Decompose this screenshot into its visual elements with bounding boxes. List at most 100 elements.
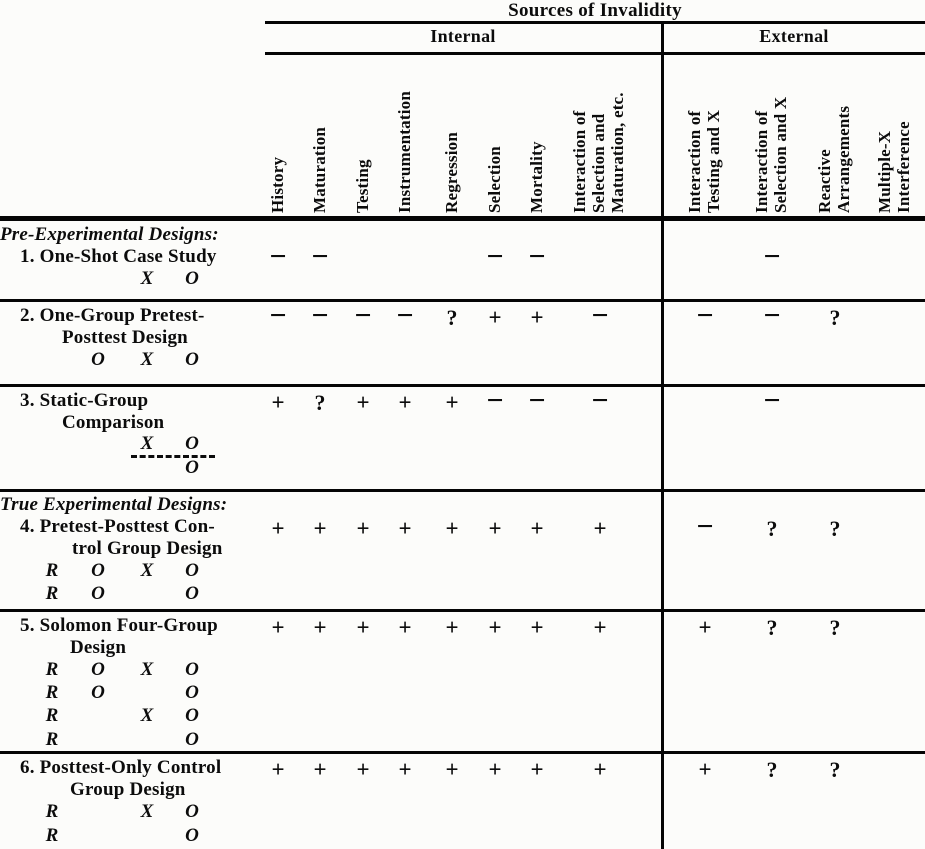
mark-regression: + xyxy=(445,516,459,541)
mark-maturation: + xyxy=(313,516,327,541)
header-bottom-rule xyxy=(0,216,925,221)
mark-interaction_selection_x: − xyxy=(763,299,781,332)
mark-selection: − xyxy=(486,240,504,273)
design-label-line: 4. Pretest-Posttest Con- xyxy=(20,516,215,537)
design-label-line: Design xyxy=(70,637,127,658)
mark-interaction_selection_maturation: + xyxy=(593,757,607,782)
design-label-line: 2. One-Group Pretest- xyxy=(20,305,205,326)
mark-mortality: + xyxy=(530,615,544,640)
mark-interaction_testing_x: − xyxy=(696,510,714,543)
design-notation-symbol: R xyxy=(45,801,59,822)
mark-history: + xyxy=(271,516,285,541)
mark-interaction_selection_maturation: + xyxy=(593,516,607,541)
row-rule-4 xyxy=(0,609,925,612)
design-notation-symbol: O xyxy=(91,349,105,370)
mark-regression: + xyxy=(445,615,459,640)
mark-maturation: + xyxy=(313,615,327,640)
mark-maturation: + xyxy=(313,757,327,782)
mark-interaction_selection_maturation: − xyxy=(591,384,609,417)
mark-reactive_arrangements: ? xyxy=(829,757,841,782)
mark-testing: + xyxy=(356,516,370,541)
design-notation-symbol: X xyxy=(140,705,154,726)
design-label-line: 6. Posttest-Only Control xyxy=(20,757,222,778)
design-notation-symbol: O xyxy=(185,659,199,680)
internal-external-divider xyxy=(661,24,664,849)
row-rule-2 xyxy=(0,384,925,387)
group-header-external: External xyxy=(759,26,829,46)
design-notation-symbol: R xyxy=(45,560,59,581)
mark-reactive_arrangements: ? xyxy=(829,516,841,541)
design-notation-symbol: R xyxy=(45,729,59,750)
mark-instrumentation: + xyxy=(398,615,412,640)
mark-mortality: − xyxy=(528,384,546,417)
design-notation-symbol: O xyxy=(185,825,199,846)
design-notation-symbol: R xyxy=(45,659,59,680)
mark-history: − xyxy=(269,240,287,273)
design-notation-symbol: O xyxy=(185,729,199,750)
design-notation-symbol: O xyxy=(91,560,105,581)
design-notation-symbol: O xyxy=(185,705,199,726)
mark-history: + xyxy=(271,757,285,782)
mark-maturation: − xyxy=(311,240,329,273)
design-notation-symbol: R xyxy=(45,705,59,726)
mark-instrumentation: + xyxy=(398,390,412,415)
mark-reactive_arrangements: ? xyxy=(829,305,841,330)
table-title: Sources of Invalidity xyxy=(508,0,682,21)
design-notation-symbol: X xyxy=(140,433,154,454)
header-mid-rule xyxy=(265,52,925,55)
design-notation-symbol: O xyxy=(185,457,199,478)
mark-mortality: − xyxy=(528,240,546,273)
mark-interaction_selection_maturation: − xyxy=(591,299,609,332)
mark-interaction_selection_x: − xyxy=(763,240,781,273)
design-notation-symbol: X xyxy=(140,801,154,822)
mark-testing: + xyxy=(356,757,370,782)
design-notation-symbol: X xyxy=(140,349,154,370)
mark-interaction_testing_x: + xyxy=(698,757,712,782)
mark-reactive_arrangements: ? xyxy=(829,615,841,640)
design-notation-symbol: R xyxy=(45,583,59,604)
design-notation-symbol: R xyxy=(45,825,59,846)
design-notation-symbol: X xyxy=(140,268,154,289)
design-notation-symbol: X xyxy=(140,560,154,581)
mark-interaction_selection_x: ? xyxy=(766,516,778,541)
mark-selection: − xyxy=(486,384,504,417)
mark-instrumentation: + xyxy=(398,516,412,541)
mark-testing: + xyxy=(356,390,370,415)
mark-regression: + xyxy=(445,757,459,782)
mark-instrumentation: − xyxy=(396,299,414,332)
mark-testing: + xyxy=(356,615,370,640)
design-label-line: 5. Solomon Four-Group xyxy=(20,615,218,636)
mark-instrumentation: + xyxy=(398,757,412,782)
design-notation-symbol: O xyxy=(185,801,199,822)
design-notation-symbol: O xyxy=(91,583,105,604)
mark-selection: + xyxy=(488,305,502,330)
design-notation-symbol: R xyxy=(45,682,59,703)
mark-selection: + xyxy=(488,615,502,640)
mark-interaction_testing_x: + xyxy=(698,615,712,640)
design-label-line: Group Design xyxy=(70,779,186,800)
design-notation-symbol: O xyxy=(185,583,199,604)
design-label-line: 1. One-Shot Case Study xyxy=(20,246,217,267)
group-header-internal: Internal xyxy=(430,26,496,46)
design-notation-symbol: X xyxy=(140,659,154,680)
mark-selection: + xyxy=(488,516,502,541)
nonequivalent-groups-dashed-rule xyxy=(131,455,215,458)
mark-mortality: + xyxy=(530,305,544,330)
mark-maturation: − xyxy=(311,299,329,332)
mark-mortality: + xyxy=(530,516,544,541)
design-notation-symbol: O xyxy=(185,560,199,581)
section-heading: True Experimental Designs: xyxy=(0,494,228,515)
row-rule-1 xyxy=(0,299,925,302)
mark-interaction_testing_x: − xyxy=(696,299,714,332)
mark-interaction_selection_maturation: + xyxy=(593,615,607,640)
section-heading: Pre-Experimental Designs: xyxy=(0,224,219,245)
mark-testing: − xyxy=(354,299,372,332)
mark-interaction_selection_x: ? xyxy=(766,615,778,640)
design-notation-symbol: O xyxy=(91,659,105,680)
row-rule-3 xyxy=(0,489,925,492)
row-rule-5 xyxy=(0,751,925,754)
design-label-line: 3. Static-Group xyxy=(20,390,149,411)
design-notation-symbol: O xyxy=(185,349,199,370)
